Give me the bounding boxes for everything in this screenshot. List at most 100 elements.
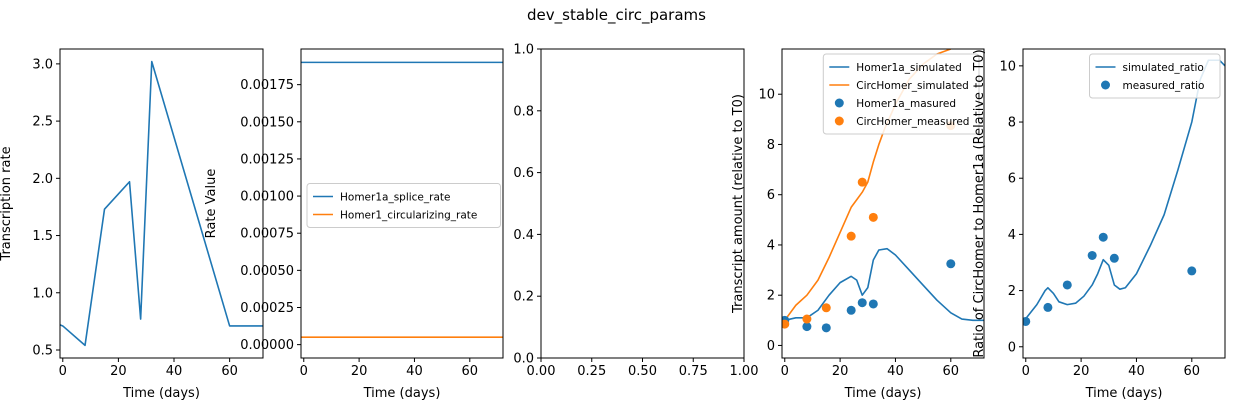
x-tick-label: 0.50 — [628, 364, 657, 379]
x-tick-label: 60 — [221, 364, 238, 379]
y-tick-label: 0.0 — [513, 352, 534, 367]
legend-label: CircHomer_simulated — [856, 80, 969, 92]
axes-frame — [300, 48, 504, 359]
data-point — [1098, 232, 1108, 242]
legend: Homer1a_simulated CircHomer_simulated Home… — [822, 53, 980, 135]
legend-label: Homer1a_splice_rate — [340, 192, 450, 204]
x-tick-label: 40 — [406, 364, 423, 379]
series-line-series-0 — [60, 60, 263, 347]
series-line-Homer1a_simulated — [784, 247, 984, 322]
figure-title: dev_stable_circ_params — [527, 6, 706, 24]
axes-frame — [1022, 48, 1226, 359]
x-tick-label: 0 — [300, 364, 308, 379]
y-tick-label: 10 — [999, 59, 1016, 74]
legend-box — [1089, 53, 1221, 99]
y-axis-label: Transcription rate — [0, 146, 14, 261]
x-tick-label: 40 — [887, 364, 904, 379]
y-tick-label: 2 — [767, 289, 775, 304]
y-tick-label: 0.00075 — [240, 227, 294, 242]
x-axis-label: Time (days) — [122, 386, 200, 401]
subplot-1: 0 20 40 60 0.5 1.0 1.5 2.0 2.5 3.0 Time (days) Tran… — [0, 48, 264, 401]
data-point — [1187, 266, 1197, 276]
y-tick-label: 1.5 — [32, 229, 53, 244]
y-tick-label: 2.5 — [32, 115, 53, 130]
legend-label: CircHomer_measured — [856, 116, 969, 128]
legend: Homer1a_splice_rate Homer1_circularizing_… — [306, 183, 501, 228]
axes-frame — [781, 48, 985, 359]
x-tick-label: 0 — [59, 364, 67, 379]
y-tick-label: 2 — [1008, 284, 1016, 299]
data-point — [857, 298, 867, 308]
data-point — [1062, 280, 1072, 290]
y-tick-label: 0 — [767, 339, 775, 354]
y-tick-label: 0.00100 — [240, 190, 294, 205]
subplot-2: 0 20 40 600.000000.000250.000500.000750.001… — [204, 48, 504, 401]
data-point — [868, 299, 878, 309]
y-axis-label: Ratio of CircHomer to Homer1a (Relative … — [972, 49, 987, 357]
data-point — [1043, 302, 1053, 312]
subplot-5: 0 20 40 60 0 2 4 6 8 10 Time (days) Ratio of CircHo… — [972, 48, 1226, 401]
plot-area — [301, 61, 503, 339]
x-tick-label: 0 — [781, 364, 789, 379]
legend-label: Homer1_circularizing_rate — [340, 210, 477, 222]
data-point — [1087, 250, 1097, 260]
y-tick-label: 6 — [767, 188, 775, 203]
y-tick-label: 8 — [767, 138, 775, 153]
x-axis-label: Time (days) — [1085, 386, 1163, 401]
y-tick-label: 6 — [1008, 172, 1016, 187]
y-tick-label: 1.0 — [32, 286, 53, 301]
x-axis-label: Time (days) — [844, 386, 922, 401]
data-point — [1109, 253, 1119, 263]
y-tick-label: 0.00175 — [240, 78, 294, 93]
legend-label: simulated_ratio — [1123, 62, 1204, 74]
x-tick-label: 0.25 — [577, 364, 606, 379]
x-tick-label: 0.00 — [527, 364, 556, 379]
data-point — [846, 305, 856, 315]
y-tick-label: 0.8 — [513, 104, 534, 119]
x-tick-label: 40 — [1128, 364, 1145, 379]
y-tick-label: 2.0 — [32, 172, 53, 187]
y-tick-label: 0.00025 — [240, 301, 294, 316]
subplot-3: 0.00 0.25 0.50 0.75 1.00 0.0 0.2 0.4 0.6 0.8 1.0 — [513, 43, 758, 380]
x-tick-label: 1.00 — [730, 364, 759, 379]
y-tick-label: 0.00050 — [240, 264, 294, 279]
y-axis-label: Transcript amount (relative to T0) — [731, 94, 746, 314]
y-tick-label: 4 — [767, 238, 775, 253]
data-point — [802, 314, 812, 324]
data-point — [821, 303, 831, 313]
y-tick-label: 0.4 — [513, 228, 534, 243]
legend-box — [822, 53, 980, 135]
data-point — [868, 212, 878, 222]
data-point — [857, 177, 867, 187]
plot-area — [60, 60, 263, 347]
y-tick-label: 1.0 — [513, 43, 534, 58]
y-tick-label: 8 — [1008, 116, 1016, 131]
legend: simulated_ratio measured_ratio — [1089, 53, 1221, 99]
legend-box — [306, 183, 501, 228]
legend-label: Homer1a_simulated — [856, 62, 962, 74]
y-tick-label: 10 — [758, 88, 775, 103]
x-tick-label: 20 — [110, 364, 127, 379]
data-point — [1023, 316, 1031, 326]
legend-marker — [834, 116, 844, 126]
y-tick-label: 0 — [1008, 340, 1016, 355]
y-tick-label: 0.6 — [513, 166, 534, 181]
x-tick-label: 0 — [1022, 364, 1030, 379]
x-tick-label: 0.75 — [679, 364, 708, 379]
y-tick-label: 0.00150 — [240, 115, 294, 130]
data-point — [846, 231, 856, 241]
axes-frame — [59, 48, 264, 359]
series-line-simulated_ratio — [1025, 59, 1225, 320]
y-tick-label: 0.2 — [513, 290, 534, 305]
y-tick-label: 4 — [1008, 228, 1016, 243]
legend-label: Homer1a_masured — [856, 98, 956, 110]
subplot-4: 0 20 40 60 0 2 4 6 8 10 Time (days) Transcript amou… — [731, 48, 985, 401]
y-tick-label: 0.5 — [32, 343, 53, 358]
x-axis-label: Time (days) — [363, 386, 441, 401]
axes-frame — [540, 48, 745, 359]
x-tick-label: 40 — [166, 364, 183, 379]
y-tick-label: 0.00125 — [240, 152, 294, 167]
data-point — [821, 323, 831, 333]
x-tick-label: 60 — [462, 364, 479, 379]
data-point — [782, 319, 790, 329]
